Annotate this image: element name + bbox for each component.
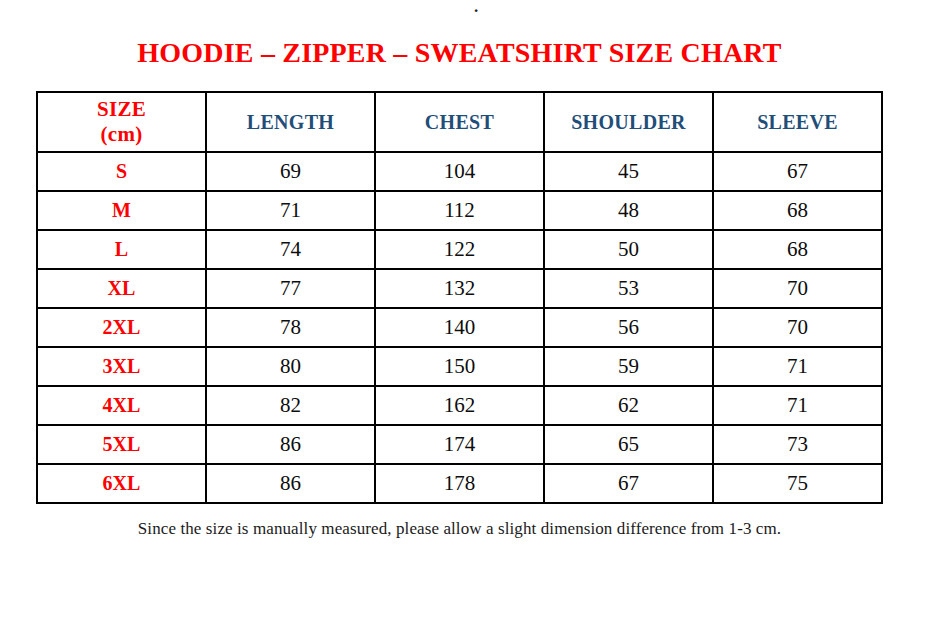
size-cell: 5XL	[37, 425, 206, 464]
chest-cell: 122	[375, 230, 544, 269]
header-length: LENGTH	[206, 92, 375, 152]
table-row: 6XL 86 178 67 75	[37, 464, 882, 503]
table-header-row: SIZE (cm) LENGTH CHEST SHOULDER SLEEVE	[37, 92, 882, 152]
header-shoulder: SHOULDER	[544, 92, 713, 152]
sleeve-cell: 71	[713, 347, 882, 386]
shoulder-cell: 59	[544, 347, 713, 386]
table-row: S 69 104 45 67	[37, 152, 882, 191]
shoulder-cell: 48	[544, 191, 713, 230]
chest-cell: 174	[375, 425, 544, 464]
table-row: 2XL 78 140 56 70	[37, 308, 882, 347]
shoulder-cell: 50	[544, 230, 713, 269]
table-row: XL 77 132 53 70	[37, 269, 882, 308]
page-title: HOODIE – ZIPPER – SWEATSHIRT SIZE CHART	[36, 0, 883, 69]
shoulder-cell: 62	[544, 386, 713, 425]
length-cell: 71	[206, 191, 375, 230]
header-size-line2: (cm)	[38, 122, 205, 147]
size-cell: 4XL	[37, 386, 206, 425]
length-cell: 77	[206, 269, 375, 308]
table-row: 3XL 80 150 59 71	[37, 347, 882, 386]
chest-cell: 150	[375, 347, 544, 386]
size-cell: XL	[37, 269, 206, 308]
header-size-cm: SIZE (cm)	[37, 92, 206, 152]
chest-cell: 112	[375, 191, 544, 230]
sleeve-cell: 70	[713, 308, 882, 347]
shoulder-cell: 67	[544, 464, 713, 503]
chest-cell: 132	[375, 269, 544, 308]
length-cell: 74	[206, 230, 375, 269]
header-chest: CHEST	[375, 92, 544, 152]
size-cell: S	[37, 152, 206, 191]
length-cell: 78	[206, 308, 375, 347]
chest-cell: 162	[375, 386, 544, 425]
length-cell: 82	[206, 386, 375, 425]
sleeve-cell: 70	[713, 269, 882, 308]
measurement-disclaimer: Since the size is manually measured, ple…	[36, 504, 883, 539]
length-cell: 80	[206, 347, 375, 386]
table-row: M 71 112 48 68	[37, 191, 882, 230]
length-cell: 86	[206, 464, 375, 503]
sleeve-cell: 68	[713, 230, 882, 269]
length-cell: 86	[206, 425, 375, 464]
size-cell: 3XL	[37, 347, 206, 386]
shoulder-cell: 45	[544, 152, 713, 191]
chest-cell: 140	[375, 308, 544, 347]
size-cell: 2XL	[37, 308, 206, 347]
shoulder-cell: 53	[544, 269, 713, 308]
header-sleeve: SLEEVE	[713, 92, 882, 152]
shoulder-cell: 65	[544, 425, 713, 464]
size-cell: 6XL	[37, 464, 206, 503]
length-cell: 69	[206, 152, 375, 191]
sleeve-cell: 68	[713, 191, 882, 230]
size-chart-table: SIZE (cm) LENGTH CHEST SHOULDER SLEEVE S…	[36, 91, 883, 504]
size-cell: L	[37, 230, 206, 269]
sleeve-cell: 73	[713, 425, 882, 464]
size-cell: M	[37, 191, 206, 230]
shoulder-cell: 56	[544, 308, 713, 347]
sleeve-cell: 71	[713, 386, 882, 425]
page-content: HOODIE – ZIPPER – SWEATSHIRT SIZE CHART …	[36, 0, 883, 539]
table-row: 5XL 86 174 65 73	[37, 425, 882, 464]
chest-cell: 178	[375, 464, 544, 503]
sleeve-cell: 67	[713, 152, 882, 191]
header-size-line1: SIZE	[38, 97, 205, 122]
sleeve-cell: 75	[713, 464, 882, 503]
table-row: 4XL 82 162 62 71	[37, 386, 882, 425]
table-row: L 74 122 50 68	[37, 230, 882, 269]
chest-cell: 104	[375, 152, 544, 191]
